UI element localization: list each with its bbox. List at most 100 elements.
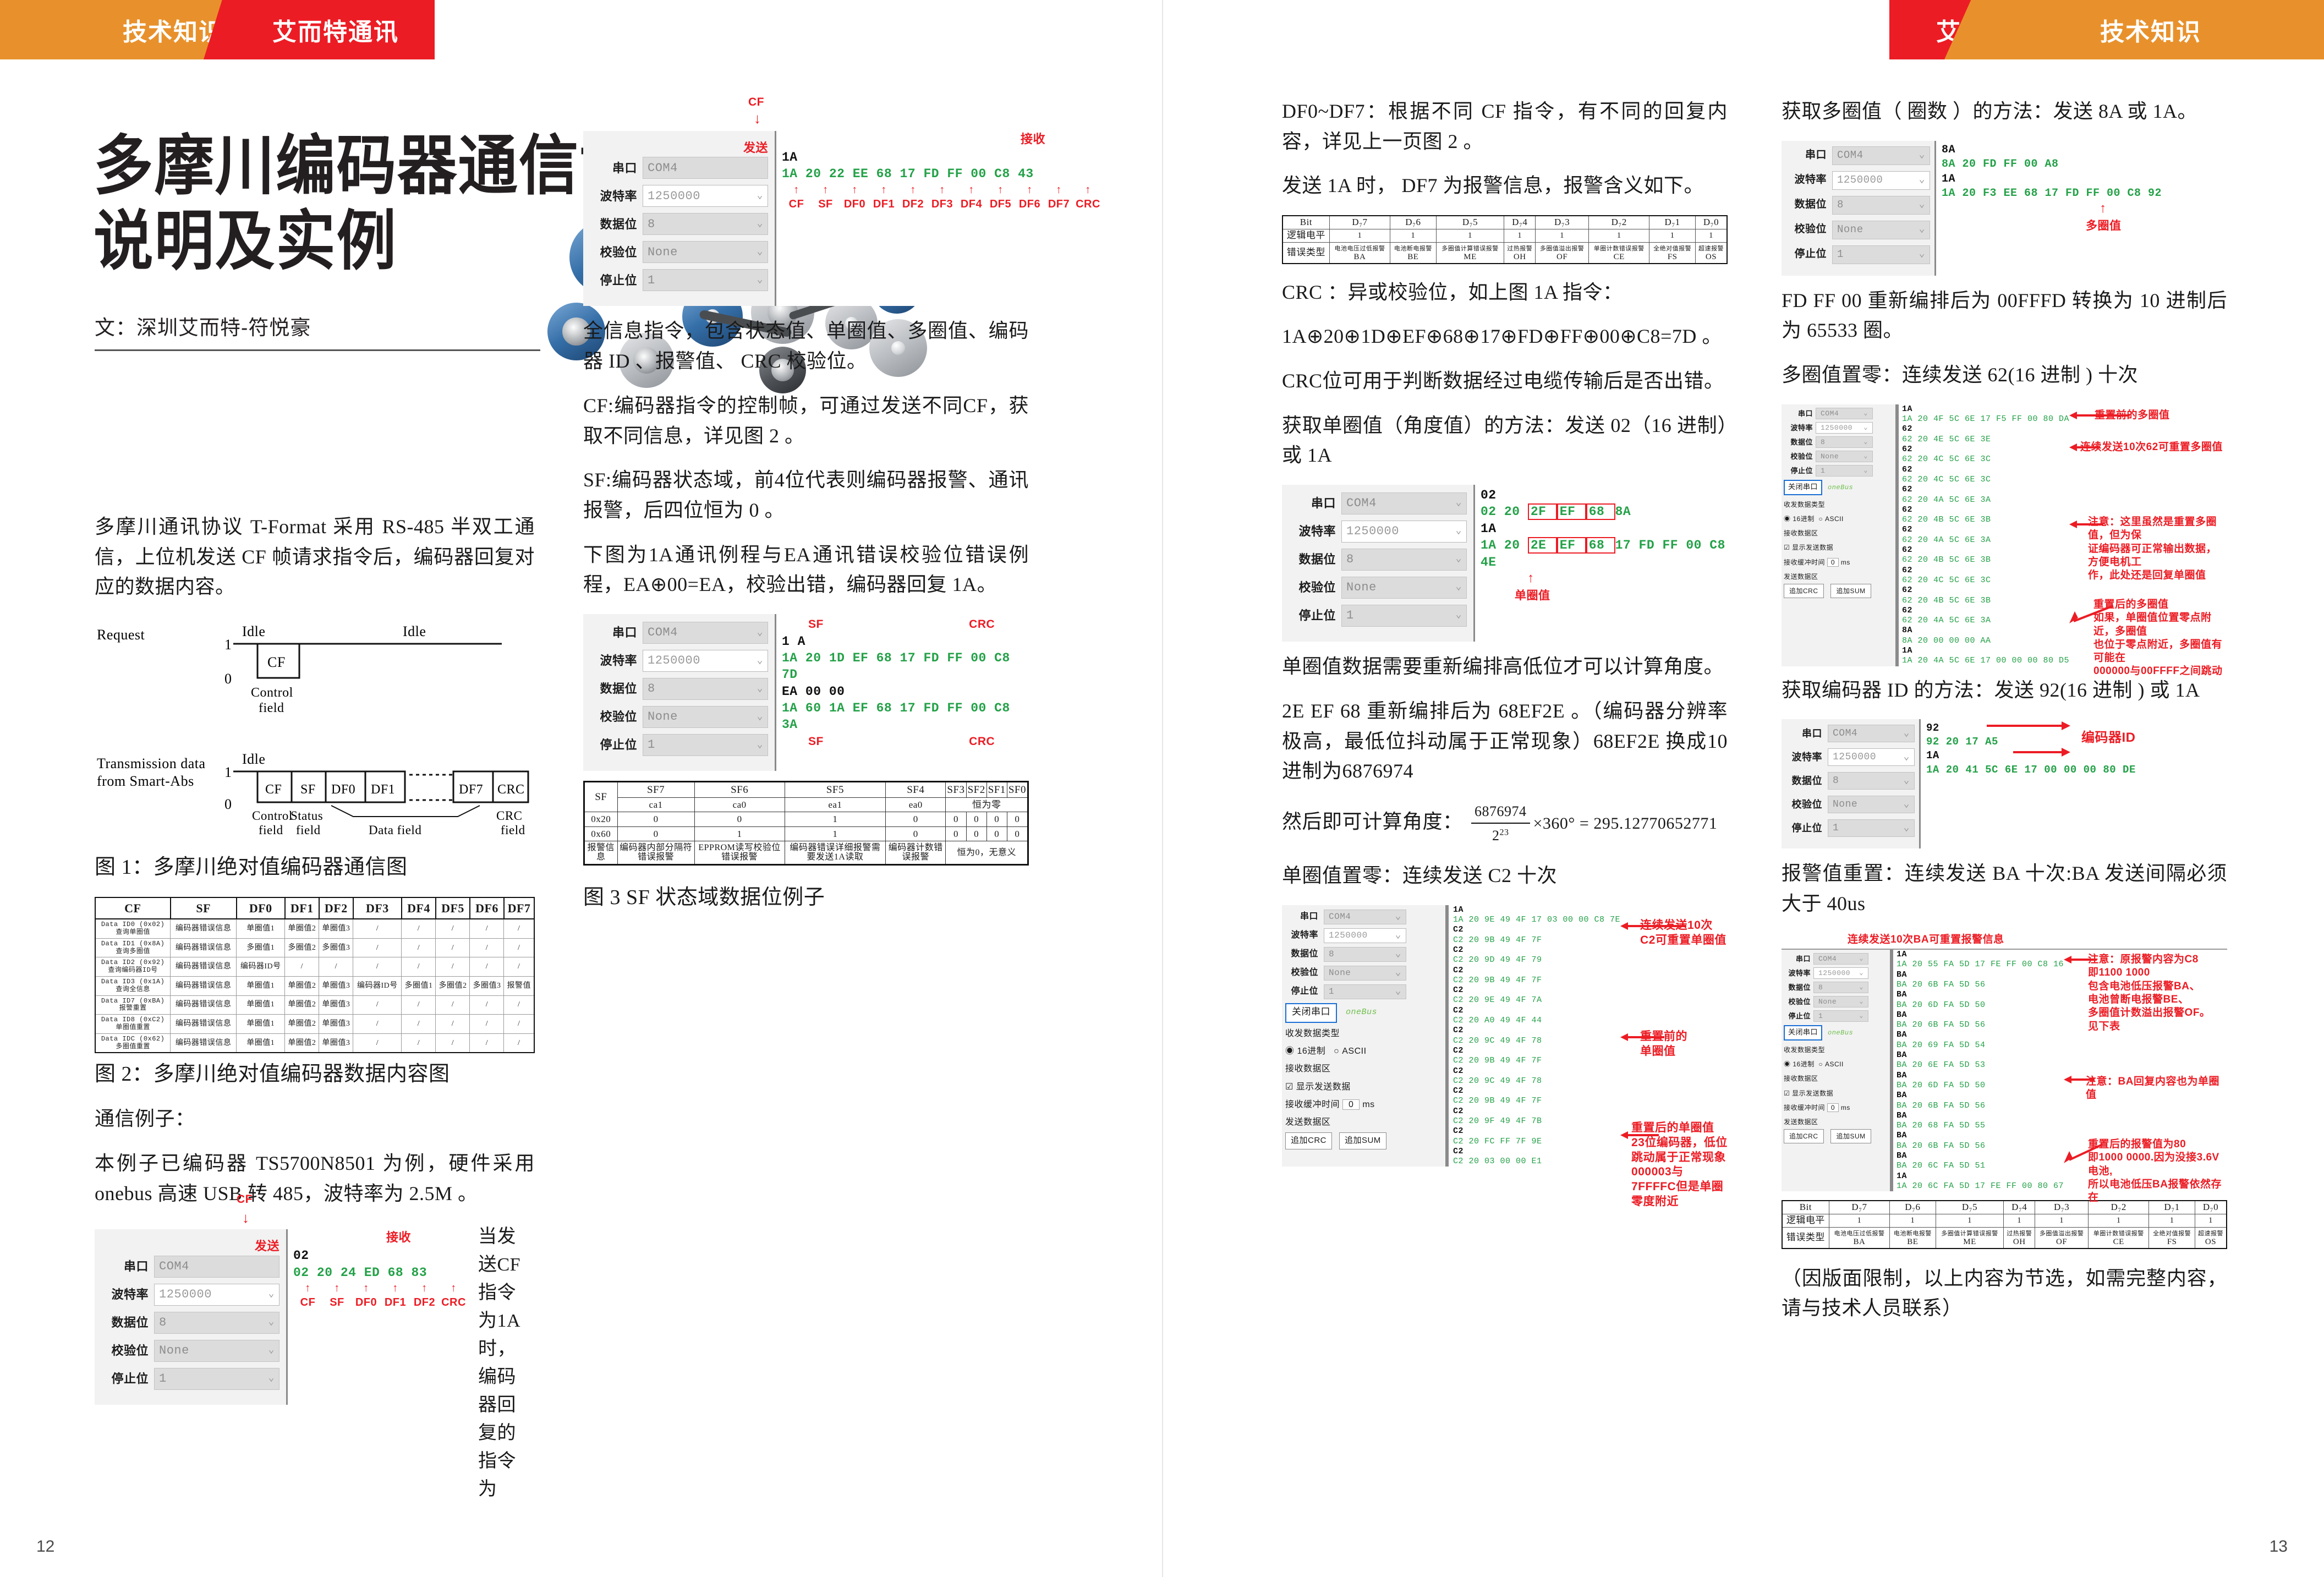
ascii-radio[interactable]: ○ ASCII [1334, 1046, 1367, 1056]
buffer-time-row[interactable]: 接收缓冲时间 0 ms [1784, 1103, 1850, 1112]
show-sent-checkbox[interactable]: ☑ 显示发送数据 [1285, 1082, 1351, 1092]
databits-row[interactable]: 数据位 8 ⌄ [1289, 549, 1467, 571]
serial-dialog-ea[interactable]: 串口 COM4 ⌄ 波特率 1250000 ⌄ 数据位 8 ⌄ 校验位 None ⌄ 停… [583, 614, 1029, 771]
parity-row[interactable]: 校验位 None ⌄ [1289, 577, 1467, 599]
add-sum-button[interactable]: 追加SUM [1339, 1132, 1386, 1150]
chevron-down-icon[interactable]: ⌄ [757, 655, 763, 666]
stopbits-row[interactable]: 停止位 1 ⌄ [590, 269, 768, 292]
hex-radio[interactable]: ◉ 16进制 [1784, 1060, 1815, 1069]
port-field[interactable]: COM4 ⌄ [1341, 492, 1467, 515]
chevron-down-icon[interactable]: ⌄ [268, 1317, 275, 1328]
port-field[interactable]: COM4 [643, 157, 768, 179]
buffer-time-row[interactable]: 接收缓冲时间 0 ms [1784, 557, 1850, 567]
sf-row-0x20: 0x20 0 0 1 0 0 0 0 0 [584, 812, 1029, 827]
stopbits-row[interactable]: 停止位 1 ⌄ [1289, 605, 1467, 627]
databits-field[interactable]: 8 ⌄ [643, 213, 768, 236]
baud-field[interactable]: 1250000 ⌄ [154, 1283, 279, 1306]
close-port-button[interactable]: 关闭串口 [1784, 1025, 1823, 1041]
baud-row[interactable]: 波特率 1250000 ⌄ [101, 1283, 279, 1306]
stopbits-field[interactable]: 1 ⌄ [643, 269, 768, 292]
port-field[interactable]: COM4 [154, 1255, 279, 1278]
add-crc-button[interactable]: 追加CRC [1784, 1129, 1824, 1144]
chevron-down-icon[interactable]: ⌄ [757, 190, 763, 201]
baud-field[interactable]: 1250000 ⌄ [1341, 521, 1467, 543]
chevron-down-icon[interactable]: ⌄ [1455, 610, 1462, 621]
stopbits-row[interactable]: 停止位 1 ⌄ [590, 734, 768, 757]
chevron-down-icon[interactable]: ⌄ [268, 1289, 275, 1300]
chevron-down-icon[interactable]: ⌄ [1455, 525, 1462, 537]
serial-dialog-encoder-id[interactable]: 串口 COM4 ⌄ 波特率 1250000 ⌄ 数据位 8 ⌄ 校验位 None ⌄ 停止位 1 ⌄… [1782, 719, 2227, 849]
col4-p1: 获取多圈值（ 圈数 ）的方法：发送 8A 或 1A。 [1782, 100, 2198, 122]
databits-row[interactable]: 数据位 8 ⌄ [590, 213, 768, 236]
baud-row[interactable]: 波特率 1250000 ⌄ [590, 650, 768, 672]
chevron-down-icon[interactable]: ⌄ [757, 218, 763, 229]
databits-row[interactable]: 数据位 8 ⌄ [101, 1311, 279, 1334]
close-port-button[interactable]: 关闭串口 [1784, 479, 1823, 495]
serial-dialog-single-turn[interactable]: 串口 COM4 ⌄ 波特率 1250000 ⌄ 数据位 8 ⌄ 校验位 None ⌄ 停… [1282, 485, 1728, 642]
add-sum-button[interactable]: 追加SUM [1830, 584, 1871, 599]
stopbits-field[interactable]: 1 ⌄ [154, 1367, 279, 1390]
serial-dialog-multi-turn[interactable]: 串口 COM4 ⌄ 波特率 1250000 ⌄ 数据位 8 ⌄ 校验位 None ⌄ 停止位 1 ⌄… [1782, 140, 2227, 276]
chevron-down-icon[interactable]: ⌄ [757, 683, 763, 694]
add-sum-button[interactable]: 追加SUM [1830, 1129, 1871, 1144]
parity-field[interactable]: None ⌄ [1341, 577, 1467, 599]
stopbits-row[interactable]: 停止位 1 ⌄ [101, 1367, 279, 1390]
add-crc-button[interactable]: 追加CRC [1784, 584, 1824, 599]
f2-cell: / [469, 1033, 505, 1053]
databits-field[interactable]: 8 ⌄ [154, 1311, 279, 1334]
buffer-time-row[interactable]: 接收缓冲时间 0 ms [1285, 1099, 1375, 1110]
byline: 文：深圳艾而特-符悦豪 [95, 316, 311, 339]
parity-field[interactable]: None ⌄ [643, 706, 768, 729]
port-field[interactable]: COM4 ⌄ [643, 622, 768, 644]
stopbits-field[interactable]: 1 ⌄ [1341, 605, 1467, 627]
parity-row[interactable]: 校验位 None ⌄ [101, 1339, 279, 1362]
chevron-down-icon[interactable]: ⌄ [757, 274, 763, 286]
chevron-down-icon[interactable]: ⌄ [757, 739, 763, 751]
stopbits-field[interactable]: 1 ⌄ [643, 734, 768, 757]
log-recv: BA 20 6B FA 5D 56 [1897, 1141, 1986, 1151]
chevron-down-icon[interactable]: ⌄ [268, 1373, 275, 1384]
field-arrow-icon: ↑ [910, 183, 916, 196]
port-row[interactable]: 串口 COM4 [590, 157, 768, 179]
log-sent: 62 [1902, 485, 1913, 495]
baud-field[interactable]: 1250000 ⌄ [643, 185, 768, 207]
parity-field[interactable]: None ⌄ [643, 241, 768, 264]
chevron-down-icon[interactable]: ⌄ [757, 246, 763, 258]
port-row[interactable]: 串口 COM4 ⌄ [1289, 492, 1467, 515]
chevron-down-icon[interactable]: ⌄ [1455, 554, 1462, 565]
parity-row[interactable]: 校验位 None ⌄ [590, 706, 768, 729]
parity-field[interactable]: None ⌄ [154, 1339, 279, 1362]
column-4: 获取多圈值（ 圈数 ）的方法：发送 8A 或 1A。 串口 COM4 ⌄ 波特率 12… [1782, 96, 2227, 1338]
sf-row-label: 0x60 [584, 826, 618, 841]
parity-row[interactable]: 校验位 None ⌄ [590, 241, 768, 264]
close-port-button[interactable]: 关闭串口 [1285, 1003, 1337, 1023]
databits-field[interactable]: 8 ⌄ [1341, 549, 1467, 571]
baud-field[interactable]: 1250000 ⌄ [643, 650, 768, 672]
chevron-down-icon[interactable]: ⌄ [757, 627, 763, 638]
show-sent-checkbox[interactable]: ☑ 显示发送数据 [1784, 1089, 1834, 1097]
svg-text:SF: SF [300, 782, 316, 797]
f2-cf-cell: Data ID2 (0x92) 查询编码器ID号 [95, 957, 171, 977]
chevron-down-icon[interactable]: ⌄ [1455, 497, 1462, 509]
chevron-down-icon[interactable]: ⌄ [757, 711, 763, 722]
port-row[interactable]: 串口 COM4 [101, 1255, 279, 1278]
hex-radio[interactable]: ◉ 16进制 [1285, 1046, 1326, 1056]
port-row[interactable]: 串口 COM4 ⌄ [590, 622, 768, 644]
bit-name: D₇7 [1828, 1200, 1890, 1214]
hex-radio[interactable]: ◉ 16进制 [1784, 514, 1815, 523]
ascii-radio[interactable]: ○ ASCII [1818, 514, 1844, 523]
databits-row[interactable]: 数据位 8 ⌄ [590, 678, 768, 700]
add-crc-button[interactable]: 追加CRC [1285, 1132, 1332, 1150]
single-turn-annotation: 单圈值 [1515, 589, 1550, 602]
databits-field[interactable]: 8 ⌄ [643, 678, 768, 700]
chevron-down-icon[interactable]: ⌄ [268, 1345, 275, 1356]
error-type-cell: 电池电压过低报警 BA [1329, 242, 1391, 264]
ascii-radio[interactable]: ○ ASCII [1818, 1060, 1844, 1069]
baud-row[interactable]: 波特率 1250000 ⌄ [590, 185, 768, 207]
chevron-down-icon[interactable]: ⌄ [1455, 582, 1462, 593]
baud-row[interactable]: 波特率 1250000 ⌄ [1289, 521, 1467, 543]
show-sent-checkbox[interactable]: ☑ 显示发送数据 [1784, 544, 1834, 552]
serial-dialog-1a[interactable]: 发送 串口 COM4 波特率 1250000 ⌄ 数据位 8 ⌄ 校验位 None ⌄… [583, 131, 1100, 306]
serial-settings-panel: 串口 COM4 ⌄ 波特率 1250000 ⌄ 数据位 8 ⌄ 校验位 None ⌄ 停… [583, 614, 776, 771]
serial-dialog-02[interactable]: 发送 串口 COM4 波特率 1250000 ⌄ 数据位 8 ⌄ 校验位 [95, 1229, 468, 1405]
